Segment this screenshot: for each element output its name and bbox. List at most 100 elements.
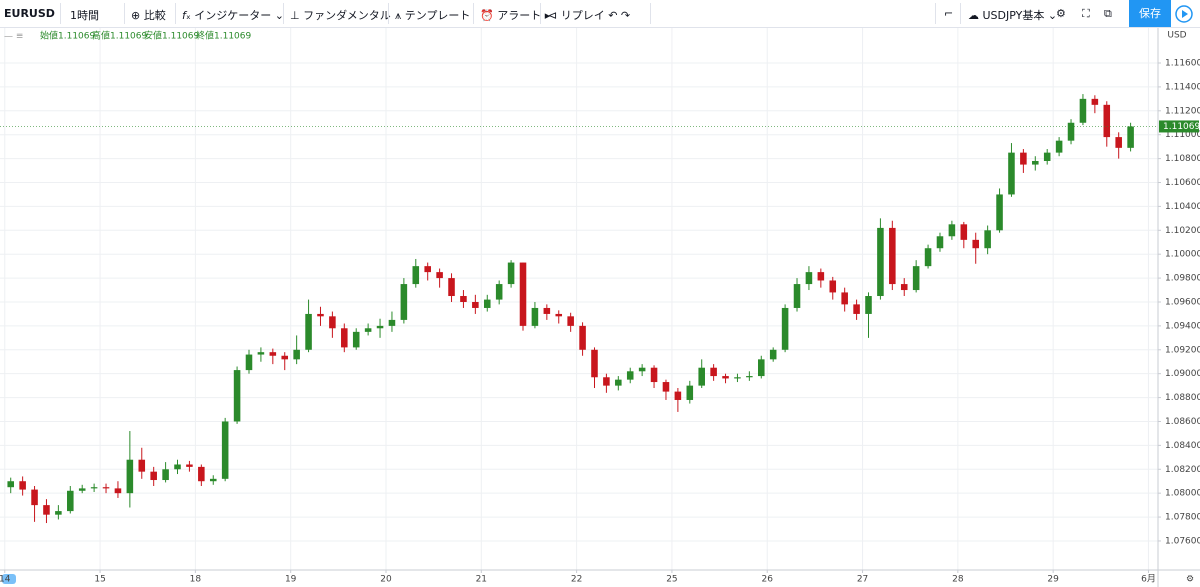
y-tick-label: 1.09800 xyxy=(1165,274,1200,284)
candle-body xyxy=(412,266,420,285)
candle-body xyxy=(209,478,217,482)
candle-body xyxy=(329,316,336,329)
x-tick-label: 6月 xyxy=(1141,574,1156,585)
candle-body xyxy=(638,367,646,372)
candle-body xyxy=(7,481,14,488)
candle-body xyxy=(376,325,384,329)
ohlc-legend-item: 始値1.11069 xyxy=(40,30,95,42)
candle-body xyxy=(829,280,837,293)
x-tick-label: 20 xyxy=(380,575,392,585)
candle-body xyxy=(722,376,729,379)
y-tick-label: 1.11400 xyxy=(1165,82,1200,92)
x-tick-label: 27 xyxy=(857,575,868,585)
y-tick-label: 1.11000 xyxy=(1165,130,1200,140)
x-tick-label: 15 xyxy=(94,575,105,585)
logo xyxy=(2,574,16,584)
candle-body xyxy=(78,488,86,491)
candle-body xyxy=(317,313,324,317)
x-tick-label: 28 xyxy=(952,575,964,585)
fundamental-button[interactable]: ⊥ ファンダメンタル xyxy=(290,9,391,22)
template-button[interactable]: ⩚ テンプレート xyxy=(395,9,471,22)
candle-body xyxy=(900,284,908,291)
candle-body xyxy=(269,352,277,356)
candle-body xyxy=(233,370,241,422)
candle-body xyxy=(305,313,312,350)
alert-button[interactable]: ⏰ アラート ▸ xyxy=(480,9,551,22)
candle-body xyxy=(186,464,193,467)
candle-body xyxy=(567,316,574,326)
y-tick-label: 1.07600 xyxy=(1165,536,1200,546)
candle-body xyxy=(662,382,670,392)
x-tick-label: 14 xyxy=(0,575,11,585)
y-tick-label: 1.08000 xyxy=(1165,489,1200,499)
save-button[interactable]: 保存 xyxy=(1129,0,1171,27)
indicators-button[interactable]: fₓ インジケーター ⌄ xyxy=(182,9,284,22)
x-tick-label: 26 xyxy=(762,575,774,585)
candle-body xyxy=(889,227,896,285)
snapshot-icon[interactable]: ⧉ xyxy=(1104,7,1112,20)
candle-body xyxy=(948,224,956,237)
candle-body xyxy=(924,248,932,267)
candle-body xyxy=(1079,98,1087,123)
candle-body xyxy=(472,301,479,308)
candle-body xyxy=(388,319,396,326)
y-tick-label: 1.10800 xyxy=(1165,154,1200,164)
candle-body xyxy=(1115,137,1122,148)
x-tick-label: 22 xyxy=(571,575,582,585)
toolbar: EURUSD 1時間 ⊕ 比較 fₓ インジケーター ⌄ ⊥ ファンダメンタル … xyxy=(0,0,1200,28)
candle-body xyxy=(984,230,991,249)
separator xyxy=(935,3,936,24)
play-icon[interactable] xyxy=(1174,4,1194,24)
x-tick-label: 25 xyxy=(666,575,677,585)
legend-toggle[interactable]: — ≡ xyxy=(4,32,23,42)
candle-body xyxy=(1091,98,1099,105)
candle-body xyxy=(758,359,765,377)
candle-body xyxy=(55,511,62,515)
candle-body xyxy=(817,272,825,281)
candle-body xyxy=(698,367,705,386)
settings-icon[interactable]: ⚙ xyxy=(1056,7,1066,20)
replay-button[interactable]: ⊲ リプレイ ↶ ↷ xyxy=(548,9,631,22)
y-tick-label: 1.11600 xyxy=(1165,59,1200,69)
candle-body xyxy=(626,371,634,380)
candle-body xyxy=(1103,104,1111,138)
ohlc-legend-item: 高値1.11069 xyxy=(92,30,147,42)
chart: — ≡ USD ⚙ 1.07600 1.07800 1.08000 1.08200 1.… xyxy=(0,28,1200,587)
candle-body xyxy=(865,296,872,314)
last-price-label: 1.11069 xyxy=(1163,122,1200,132)
candle-body xyxy=(352,331,360,348)
y-tick-label: 1.09000 xyxy=(1165,369,1200,379)
candle-body xyxy=(793,284,801,308)
y-tick-label: 1.09400 xyxy=(1165,321,1200,331)
x-tick-label: 29 xyxy=(1047,575,1059,585)
candle-body xyxy=(364,328,372,332)
candle-body xyxy=(483,299,491,308)
candle-body xyxy=(43,505,50,515)
candle-body xyxy=(853,304,860,314)
template-label: テンプレート xyxy=(404,9,471,22)
axis-settings-icon[interactable]: ⚙ xyxy=(1186,575,1194,585)
candle-body xyxy=(114,488,122,494)
y-tick-label: 1.09200 xyxy=(1165,345,1200,355)
candle-body xyxy=(1043,152,1051,161)
candle-body xyxy=(460,296,467,302)
candle-body xyxy=(126,459,134,494)
candle-body xyxy=(174,464,181,470)
expand-icon[interactable]: ⛶ xyxy=(1082,7,1090,20)
y-tick-label: 1.10200 xyxy=(1165,226,1200,236)
separator xyxy=(650,3,651,24)
watchlist-button[interactable]: ☁ USDJPY基本 ⌄ xyxy=(968,9,1058,22)
plot-area xyxy=(0,28,1158,570)
symbol[interactable]: EURUSD xyxy=(4,7,55,20)
replay-label: リプレイ xyxy=(560,9,605,22)
compare-button[interactable]: ⊕ 比較 xyxy=(131,9,166,22)
x-tick-label: 19 xyxy=(285,575,297,585)
candle-body xyxy=(90,487,98,489)
y-tick-label: 1.07800 xyxy=(1165,513,1200,523)
y-tick-label: 1.08600 xyxy=(1165,417,1200,427)
interval[interactable]: 1時間 xyxy=(70,9,99,22)
fullscreen-icon[interactable]: ⌐ xyxy=(944,7,954,20)
candle-body xyxy=(436,272,443,279)
candle-body xyxy=(507,262,515,285)
candle-body xyxy=(19,481,26,490)
